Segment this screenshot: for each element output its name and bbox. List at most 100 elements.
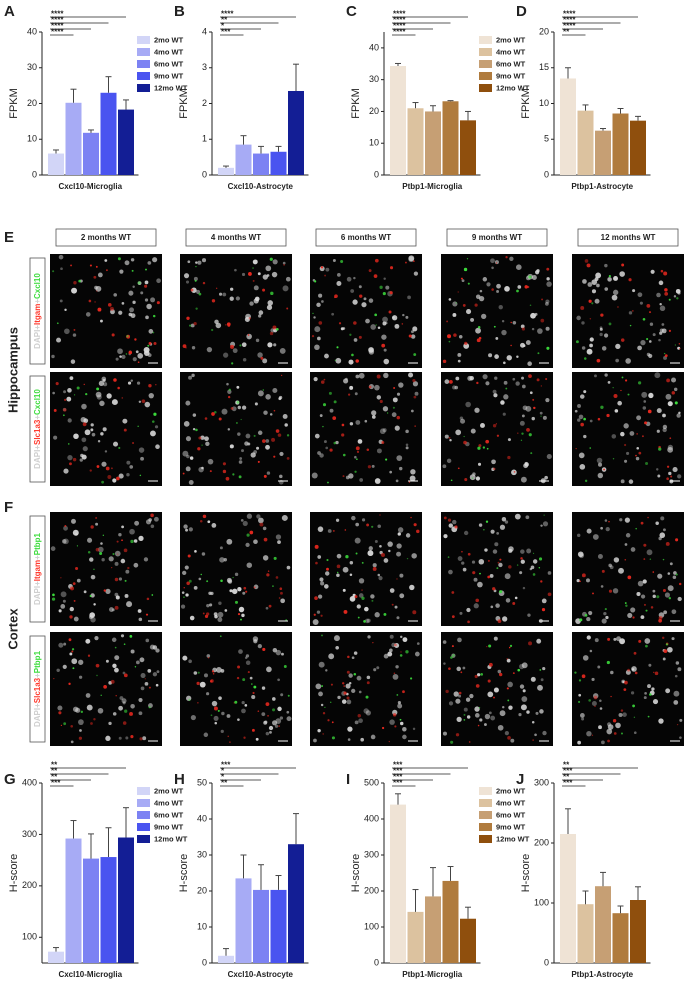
green-signal	[198, 292, 202, 296]
nucleus	[213, 612, 218, 616]
nucleus	[674, 674, 678, 678]
nucleus	[627, 612, 633, 618]
nucleus	[664, 592, 671, 598]
nucleus	[601, 346, 607, 351]
nucleus	[658, 718, 664, 724]
red-signal	[197, 702, 199, 704]
red-signal	[96, 465, 100, 468]
green-signal	[383, 612, 387, 616]
red-signal	[222, 462, 226, 466]
red-signal	[393, 387, 396, 389]
green-signal	[117, 257, 121, 261]
y-tick-label: 30	[197, 849, 207, 859]
nucleus	[405, 315, 409, 319]
green-signal	[194, 279, 197, 282]
nucleus	[100, 319, 103, 323]
red-signal	[70, 586, 75, 591]
red-signal	[647, 409, 652, 414]
nucleus	[347, 738, 351, 741]
nucleus	[547, 571, 552, 575]
nucleus	[383, 358, 390, 365]
nucleus	[266, 304, 273, 311]
red-signal	[486, 645, 488, 648]
nucleus	[483, 723, 487, 726]
nucleus	[244, 704, 248, 707]
nucleus	[262, 274, 268, 280]
red-signal	[229, 741, 231, 743]
nucleus	[103, 382, 108, 387]
red-signal	[663, 271, 668, 276]
red-signal	[202, 514, 207, 519]
green-signal	[521, 432, 524, 435]
nucleus	[495, 603, 500, 608]
nucleus	[656, 292, 661, 298]
red-signal	[197, 447, 201, 451]
red-signal	[336, 564, 341, 569]
red-signal	[93, 717, 96, 721]
red-signal	[137, 361, 140, 364]
nucleus	[342, 327, 346, 330]
green-signal	[52, 593, 55, 597]
red-signal	[413, 260, 415, 262]
nucleus	[501, 329, 507, 336]
red-signal	[148, 384, 152, 388]
stain-part: Slc1a3	[33, 419, 42, 445]
nucleus	[605, 526, 610, 532]
red-signal	[633, 651, 637, 655]
green-signal	[625, 604, 628, 607]
red-signal	[389, 291, 393, 295]
nucleus	[446, 458, 452, 464]
red-signal	[368, 385, 372, 389]
red-signal	[314, 596, 318, 600]
nucleus	[63, 525, 68, 531]
green-signal	[269, 257, 273, 261]
stain-part: Ptbp1	[33, 532, 42, 555]
red-signal	[467, 620, 470, 624]
y-tick-label: 2	[202, 98, 207, 108]
nucleus	[661, 323, 665, 326]
nucleus	[485, 381, 490, 386]
nucleus	[542, 730, 547, 736]
y-tick-label: 100	[534, 897, 549, 907]
green-signal	[328, 391, 332, 395]
nucleus	[379, 428, 386, 435]
nucleus	[144, 401, 151, 408]
nucleus	[546, 454, 552, 460]
nucleus	[185, 400, 191, 406]
nucleus	[262, 526, 267, 531]
nucleus	[97, 707, 104, 714]
significance-label: *	[221, 22, 225, 31]
green-signal	[668, 298, 671, 301]
nucleus	[493, 393, 498, 398]
micrograph-texture	[50, 513, 159, 623]
nucleus	[522, 586, 526, 590]
nucleus	[201, 258, 207, 263]
nucleus	[382, 321, 387, 326]
red-signal	[267, 715, 269, 717]
red-signal	[627, 575, 632, 580]
nucleus	[367, 635, 371, 639]
nucleus	[508, 548, 513, 553]
nucleus	[594, 298, 600, 304]
nucleus	[405, 429, 409, 434]
red-signal	[248, 317, 252, 320]
red-signal	[110, 679, 115, 684]
red-signal	[58, 711, 62, 715]
red-signal	[206, 612, 210, 616]
red-signal	[498, 672, 503, 677]
legend-label: 2mo WT	[496, 35, 526, 44]
nucleus	[364, 606, 369, 612]
red-signal	[128, 350, 133, 355]
y-tick-label: 10	[369, 138, 379, 148]
nucleus	[67, 418, 72, 423]
nucleus	[463, 707, 468, 712]
nucleus	[609, 565, 614, 570]
green-signal	[608, 322, 612, 326]
red-signal	[586, 263, 591, 268]
legend-label: 6mo WT	[154, 810, 184, 819]
nucleus	[97, 272, 103, 278]
nucleus	[510, 738, 515, 743]
red-signal	[322, 711, 326, 715]
nucleus	[586, 616, 591, 622]
nucleus	[546, 277, 550, 281]
